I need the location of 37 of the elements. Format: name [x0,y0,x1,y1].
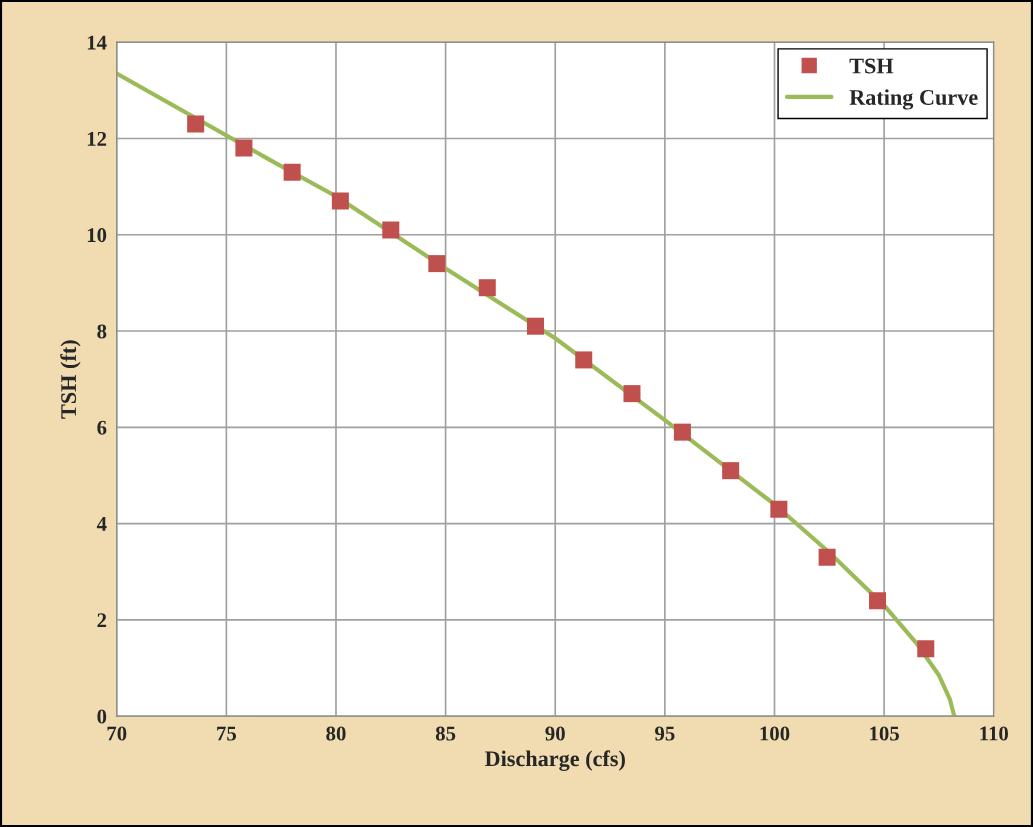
point [722,462,740,480]
y-tick-label: 4 [96,517,107,531]
y-tick-label: 14 [87,35,107,50]
x-tick-label: 90 [545,726,565,741]
y-tick-label: 6 [97,420,107,435]
x-tick-label: 100 [760,726,790,741]
x-tick-label: 75 [217,726,237,741]
y-tick-label: 12 [87,131,107,146]
point [478,279,496,297]
point [283,163,301,181]
x-tick-label: 85 [435,726,456,741]
x-tick-label: 70 [107,726,127,741]
point [869,592,887,610]
y-tick-label: 0 [97,709,107,724]
point [331,192,349,210]
x-tick-label: 105 [870,726,899,741]
x-axis-title: Discharge (cfs) [484,750,625,771]
x-tick-label: 95 [655,726,675,741]
point [575,351,593,369]
point [187,115,205,133]
legend-label: TSH [849,58,894,74]
legend-label: Rating Curve [849,89,978,110]
y-tick-label: 2 [97,613,107,628]
point [770,500,788,518]
x-tick-label: 80 [326,726,346,741]
point [428,255,446,273]
y-axis-title: TSH (ft) [60,340,81,419]
point [235,139,253,157]
point [382,221,400,239]
point [527,317,545,335]
point [673,423,691,441]
point [623,385,641,403]
x-tick-label: 110 [980,726,1008,741]
point [917,640,935,658]
point [818,548,836,566]
y-tick-label: 8 [97,324,107,339]
y-tick-label: 10 [87,228,107,243]
